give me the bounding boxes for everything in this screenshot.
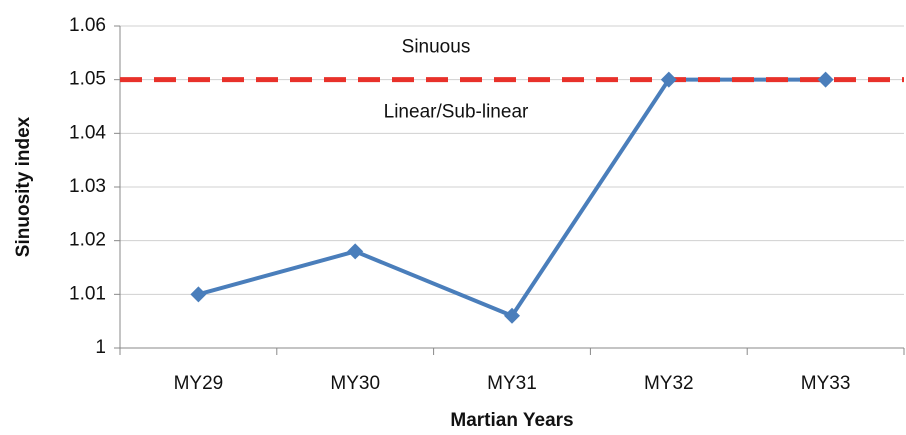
annotation: Linear/Sub-linear [384, 102, 529, 123]
y-axis-label: Sinuosity index [13, 116, 34, 257]
marker [347, 243, 364, 260]
marker [660, 71, 677, 88]
y-tick-label: 1.01 [69, 283, 106, 304]
y-tick-label: 1.04 [69, 122, 106, 143]
x-tick-label: MY33 [801, 373, 851, 394]
x-tick-label: MY29 [174, 373, 224, 394]
y-tick-label: 1.05 [69, 69, 106, 90]
x-tick-label: MY30 [330, 373, 380, 394]
marker [190, 286, 207, 303]
x-tick-label: MY32 [644, 373, 694, 394]
marker [504, 307, 520, 324]
marker [817, 71, 834, 88]
y-tick-label: 1.02 [69, 230, 106, 251]
x-axis-label: Martian Years [450, 410, 573, 431]
x-tick-label: MY31 [487, 373, 537, 394]
annotation: Sinuous [402, 37, 471, 58]
y-tick-label: 1.06 [69, 15, 106, 36]
y-tick-label: 1 [95, 337, 106, 358]
y-tick-label: 1.03 [69, 176, 106, 197]
